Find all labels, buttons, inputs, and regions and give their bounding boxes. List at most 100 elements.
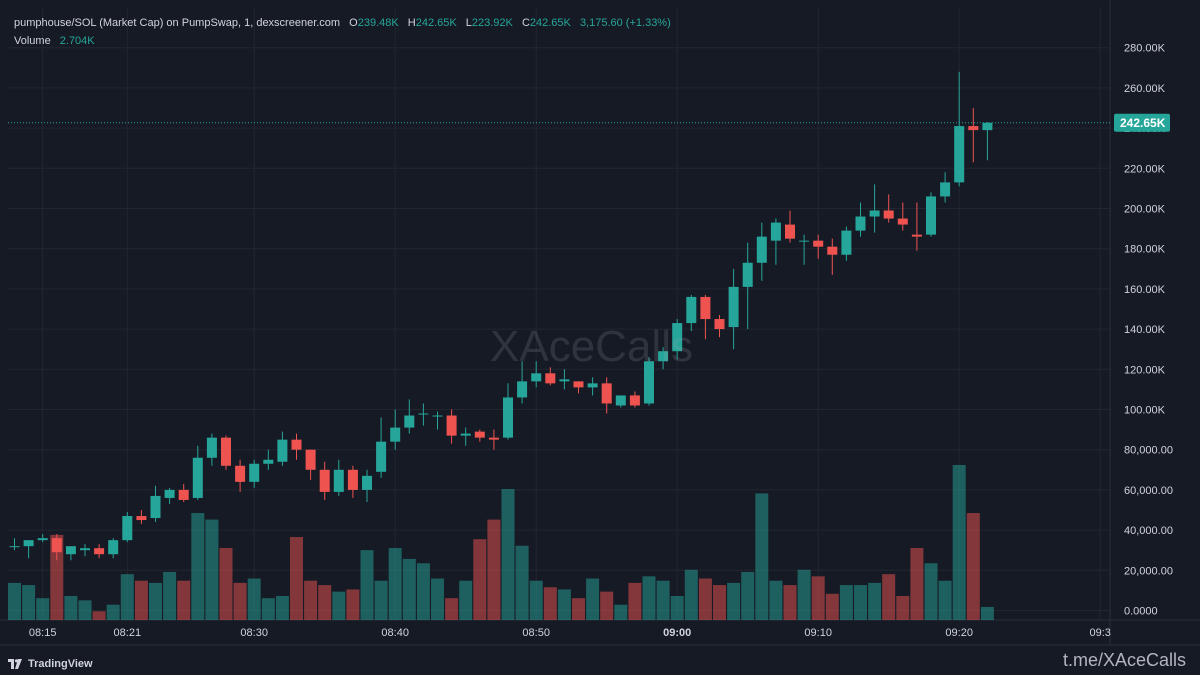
volume-bar	[106, 604, 120, 620]
candle-body	[418, 413, 429, 415]
candle	[785, 210, 795, 243]
candle-body	[940, 182, 951, 197]
volume-bar	[600, 591, 614, 620]
volume-bar	[304, 580, 318, 620]
candle	[376, 417, 387, 478]
volume-bar	[261, 598, 275, 620]
candle	[658, 347, 669, 370]
candle-body	[94, 548, 105, 555]
volume-bar	[628, 582, 642, 620]
candle	[65, 546, 76, 561]
candle	[235, 459, 246, 492]
volume-bar	[769, 580, 783, 620]
candle	[51, 534, 62, 561]
time-tick-label: 08:21	[114, 627, 142, 639]
volume-bar	[346, 589, 360, 620]
volume-bar	[318, 585, 332, 620]
time-tick-label: 08:40	[381, 627, 409, 639]
candle	[263, 449, 274, 470]
price-tick-label: 220.00K	[1124, 163, 1166, 175]
volume-bar	[755, 493, 769, 620]
candle	[756, 222, 767, 281]
candle	[869, 184, 880, 233]
candle-body	[686, 296, 697, 324]
legend-volume-row: Volume 2.704K	[14, 32, 671, 50]
volume-bar	[910, 547, 924, 620]
price-tick-label: 120.00K	[1124, 364, 1166, 376]
candle-body	[249, 463, 260, 482]
volume-bar	[515, 545, 529, 620]
candle	[347, 465, 358, 498]
volume-bar	[120, 574, 134, 620]
volume-bar	[22, 585, 36, 620]
candle	[855, 202, 866, 237]
price-tick-label: 180.00K	[1124, 244, 1166, 256]
candle-body	[629, 395, 640, 406]
candle-body	[672, 323, 683, 352]
candle-body	[714, 319, 725, 330]
candles	[9, 71, 993, 561]
price-axis[interactable]: 280.00K260.00K240.00K220.00K200.00K180.0…	[1124, 43, 1173, 618]
candle	[841, 226, 852, 261]
candle	[488, 429, 499, 450]
time-tick-label: 09:20	[945, 627, 973, 639]
last-price-tag-label: 242.65K	[1120, 116, 1166, 130]
time-tick-label: 09:00	[663, 627, 691, 639]
candle-body	[164, 489, 175, 498]
candle-body	[742, 262, 753, 287]
volume-bar	[233, 582, 247, 620]
tradingview-label: TradingView	[28, 658, 93, 670]
candle	[9, 538, 20, 551]
candle	[362, 469, 372, 502]
candle-body	[291, 439, 302, 450]
candle	[573, 381, 584, 394]
candle	[897, 202, 908, 231]
volume-label: Volume	[14, 35, 51, 47]
candle-body	[150, 495, 161, 519]
candle-body	[756, 236, 767, 263]
price-tick-label: 280.00K	[1124, 43, 1166, 55]
candle	[80, 544, 90, 557]
volume-bar	[557, 589, 571, 620]
candle-body	[728, 286, 739, 328]
candle	[277, 431, 288, 466]
volume-bar	[445, 598, 459, 620]
candle	[545, 367, 556, 386]
candle-body	[559, 379, 570, 382]
candle	[615, 395, 626, 408]
candle-body	[601, 383, 612, 404]
candle-body	[855, 216, 866, 231]
watermark-text: XAceCalls	[490, 322, 693, 371]
volume-bar	[163, 571, 177, 620]
volume-bar	[797, 569, 811, 620]
volume-bar	[290, 537, 303, 620]
tradingview-logo[interactable]: TradingView	[8, 658, 93, 670]
candle	[982, 122, 993, 161]
candle	[629, 391, 640, 408]
price-tick-label: 200.00K	[1124, 204, 1166, 216]
volume-bar	[896, 595, 910, 620]
candle	[432, 411, 443, 430]
candle-body	[221, 437, 231, 466]
time-axis[interactable]: 08:15 08:21 08:30 08:40 08:50 09:00 09:10 09:20…	[29, 627, 1111, 639]
candle	[911, 202, 922, 251]
last-price-tag-bg	[1114, 113, 1170, 132]
candle-body	[446, 415, 457, 436]
change-value: 3,175.60 (+1.33%)	[579, 17, 671, 29]
volume-bar	[416, 563, 430, 620]
price-tick-label: 100.00K	[1124, 405, 1166, 417]
candle	[108, 538, 119, 559]
volume-bar	[868, 582, 882, 620]
volume-bar	[839, 585, 853, 620]
candle-body	[869, 210, 880, 217]
open-label: O	[349, 17, 358, 29]
candle-body	[954, 126, 965, 183]
candle	[460, 427, 471, 446]
price-tick-label: 260.00K	[1124, 83, 1166, 95]
candle	[940, 172, 951, 203]
channel-link[interactable]: t.me/XAceCalls	[1062, 650, 1186, 670]
volume-bar	[741, 571, 755, 620]
candle	[503, 383, 513, 440]
volume-bar	[149, 582, 162, 620]
